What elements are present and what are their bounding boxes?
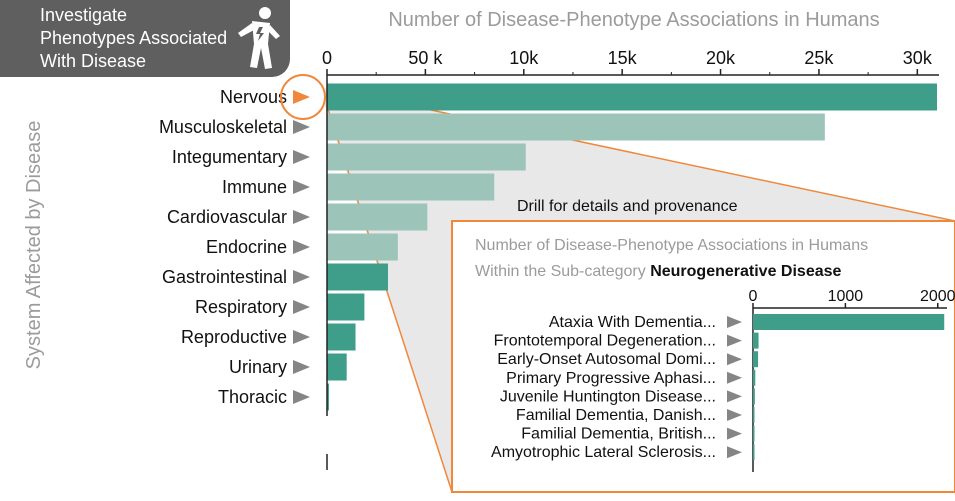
sub-bar[interactable] [753, 407, 755, 423]
sub-bar[interactable] [753, 369, 756, 386]
sub-category-label[interactable]: Amyotrophic Lateral Sclerosis... [491, 444, 716, 461]
x-tick-label: 30k [903, 48, 933, 68]
drill-hint: Drill for details and provenance [517, 198, 738, 215]
badge-line: With Disease [40, 51, 147, 71]
bar-integumentary[interactable] [327, 143, 526, 171]
category-label-nervous[interactable]: Nervous [220, 87, 287, 107]
category-label-endocrine[interactable]: Endocrine [206, 237, 287, 257]
sub-bar[interactable] [753, 314, 945, 330]
drill-arrow-icon[interactable] [727, 409, 742, 421]
drill-arrow-icon[interactable] [293, 240, 310, 254]
drill-arrow-icon[interactable] [727, 316, 742, 328]
bar-urinary[interactable] [327, 353, 347, 381]
category-label-immune[interactable]: Immune [222, 177, 287, 197]
drill-arrow-icon[interactable] [727, 390, 742, 403]
sub-category-label[interactable]: Early-Onset Autosomal Domi... [497, 351, 716, 368]
drill-arrow-icon[interactable] [293, 330, 310, 344]
x-tick-label: 50 k [408, 48, 443, 68]
category-label-integumentary[interactable]: Integumentary [172, 147, 287, 167]
bar-immune[interactable] [327, 173, 495, 201]
chart-title: Number of Disease-Phenotype Associations… [388, 9, 879, 31]
drill-arrow-icon[interactable] [727, 371, 742, 384]
category-label-thoracic[interactable]: Thoracic [218, 387, 287, 407]
drill-arrow-icon[interactable] [293, 210, 310, 224]
x-tick-label: 15k [608, 48, 638, 68]
subtitle-category: Neurogenerative Disease [650, 263, 841, 280]
bar-reproductive[interactable] [327, 323, 356, 351]
sub-category-label[interactable]: Familial Dementia, British... [521, 426, 716, 443]
drill-arrow-icon[interactable] [727, 334, 742, 347]
drill-arrow-icon[interactable] [293, 120, 310, 134]
bar-endocrine[interactable] [327, 233, 398, 261]
x-tick-label: 10k [509, 48, 539, 68]
drill-arrow-icon[interactable] [293, 270, 310, 284]
sub-category-label[interactable]: Familial Dementia, Danish... [516, 407, 716, 424]
sub-category-label[interactable]: Ataxia With Dementia... [549, 314, 716, 331]
drill-arrow-icon[interactable] [727, 446, 742, 459]
investigate-badge[interactable]: Investigate Phenotypes Associated With D… [0, 0, 290, 77]
drill-arrow-icon[interactable] [727, 353, 742, 366]
drill-arrow-icon[interactable] [727, 427, 742, 440]
bar-respiratory[interactable] [327, 293, 365, 321]
sub-bar[interactable] [753, 388, 755, 405]
category-label-gastrointestinal[interactable]: Gastrointestinal [162, 267, 287, 287]
x-tick-label: 0 [322, 48, 332, 68]
drill-down-panel [451, 220, 955, 493]
sub-chart-title: Number of Disease-Phenotype Associations… [475, 237, 868, 254]
category-label-musculoskeletal[interactable]: Musculoskeletal [159, 117, 287, 137]
sub-x-tick-label: 1000 [828, 288, 864, 305]
sub-bar[interactable] [753, 332, 759, 349]
bar-musculoskeletal[interactable] [327, 113, 825, 141]
sub-chart-subtitle: Within the Sub-category Neurogenerative … [475, 263, 842, 280]
bar-cardiovascular[interactable] [327, 203, 428, 231]
selected-arrow-icon[interactable] [293, 90, 310, 104]
sub-bar[interactable] [753, 351, 759, 368]
drill-arrow-icon[interactable] [293, 300, 310, 314]
sub-category-label[interactable]: Primary Progressive Aphasi... [506, 370, 716, 387]
category-label-cardiovascular[interactable]: Cardiovascular [167, 207, 287, 227]
drill-arrow-icon[interactable] [293, 180, 310, 194]
bar-gastrointestinal[interactable] [327, 263, 388, 291]
category-label-reproductive[interactable]: Reproductive [181, 327, 287, 347]
category-label-respiratory[interactable]: Respiratory [195, 297, 287, 317]
drill-arrow-icon[interactable] [293, 390, 310, 404]
sub-category-label[interactable]: Juvenile Huntington Disease... [500, 388, 716, 405]
drill-arrow-icon[interactable] [293, 150, 310, 164]
drill-arrow-icon[interactable] [293, 360, 310, 374]
sub-bar[interactable] [753, 425, 755, 442]
y-axis-title: System Affected by Disease [23, 121, 45, 370]
bar-nervous[interactable] [327, 83, 937, 111]
badge-line: Investigate [40, 5, 128, 25]
injured-person-icon [238, 7, 280, 69]
subtitle-prefix: Within the Sub-category [475, 263, 650, 280]
badge-line: Phenotypes Associated [40, 28, 228, 48]
bar-thoracic[interactable] [327, 383, 329, 411]
sub-x-tick-label: 2000 [920, 288, 955, 305]
x-tick-label: 20k [706, 48, 736, 68]
sub-x-tick-label: 0 [749, 288, 758, 305]
category-label-urinary[interactable]: Urinary [229, 357, 287, 377]
sub-bar[interactable] [753, 444, 755, 461]
badge-title: Investigate Phenotypes Associated With D… [40, 4, 227, 73]
selection-ring [280, 74, 326, 120]
sub-category-label[interactable]: Frontotemporal Degeneration... [494, 333, 716, 350]
x-tick-label: 25k [804, 48, 834, 68]
